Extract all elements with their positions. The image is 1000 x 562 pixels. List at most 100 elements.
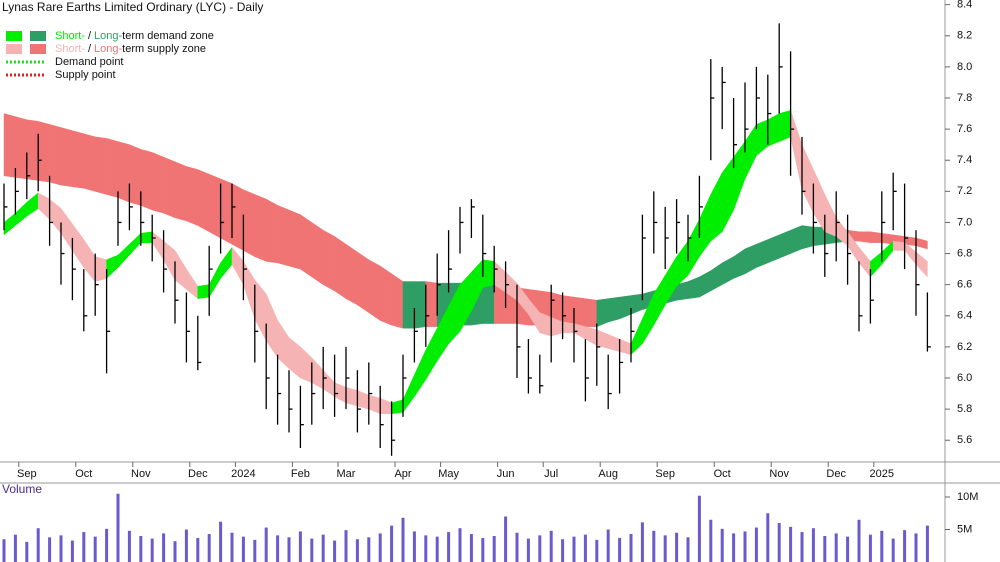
volume-bar	[857, 519, 861, 562]
volume-bar	[732, 533, 736, 562]
zone-segment	[300, 214, 313, 278]
y-tick-label: 7.2	[957, 185, 972, 197]
volume-bar	[526, 538, 530, 562]
volume-bar	[378, 533, 382, 562]
y-tick-label: 6.6	[957, 279, 972, 291]
zone-segment	[585, 298, 598, 327]
volume-bar	[412, 531, 416, 562]
legend-label: Short- / Long-term demand zone	[55, 30, 214, 42]
zone-segment	[870, 231, 883, 243]
x-tick-label: Apr	[394, 468, 411, 480]
zone-segment	[208, 173, 221, 239]
volume-bar	[196, 537, 200, 562]
x-tick-label: Oct	[714, 468, 731, 480]
volume-bar	[82, 532, 86, 562]
volume-bars	[2, 493, 929, 562]
volume-bar	[925, 525, 929, 562]
volume-bar	[230, 532, 234, 562]
volume-bar	[116, 493, 120, 562]
volume-bar	[652, 530, 656, 562]
legend-swatch	[30, 44, 46, 54]
volume-bar	[48, 537, 52, 562]
zone-segment	[265, 198, 278, 264]
zone-segment	[414, 281, 427, 329]
volume-bar	[754, 527, 758, 562]
x-tick-label: Aug	[598, 468, 618, 480]
legend-text: term supply zone	[122, 43, 206, 55]
zone-segment	[368, 259, 381, 321]
volume-bar	[355, 539, 359, 562]
zone-segment	[790, 225, 803, 254]
volume-bar	[447, 532, 451, 562]
volume-bar	[868, 534, 872, 562]
zone-segment	[756, 239, 769, 268]
y-tick-label: 5M	[957, 523, 972, 535]
volume-bar	[276, 535, 280, 562]
volume-bar	[811, 528, 815, 562]
volume-bar	[834, 533, 838, 562]
chart-title: Lynas Rare Earths Limited Ordinary (LYC)…	[2, 0, 263, 14]
zone-segment	[26, 119, 39, 181]
volume-bar	[36, 528, 40, 562]
legend-long: Long-	[94, 30, 122, 42]
volume-bar	[253, 539, 257, 562]
volume-bar	[709, 519, 713, 562]
x-tick-label: Sep	[655, 468, 675, 480]
volume-bar	[184, 529, 188, 562]
volume-bar	[70, 540, 74, 562]
volume-bar	[241, 536, 245, 562]
volume-bar	[549, 530, 553, 562]
x-tick-label: 2024	[231, 468, 255, 480]
volume-bar	[344, 530, 348, 562]
volume-bar	[640, 522, 644, 562]
volume-bar	[321, 534, 325, 562]
volume-bar	[561, 539, 565, 562]
volume-bar	[287, 537, 291, 562]
volume-bar	[2, 539, 6, 562]
volume-bar	[25, 541, 29, 562]
x-tick-label: Sep	[17, 468, 37, 480]
volume-bar	[264, 527, 268, 562]
zone-segment	[345, 243, 358, 306]
volume-bar	[629, 534, 633, 562]
zone-segment	[49, 124, 62, 186]
zone-segment	[596, 298, 609, 328]
zone-segment	[83, 133, 96, 192]
axes: 5.6 5.8 6.0 6.2 6.4 6.6 6.8 7.0 7.2 7.4 7.6 7.8 8.0 8…	[17, 0, 978, 535]
zone-segment	[892, 240, 905, 251]
zone-segment	[482, 284, 495, 324]
volume-bar	[93, 536, 97, 562]
y-tick-label: 7.8	[957, 92, 972, 104]
zone-segment	[277, 204, 290, 267]
volume-bar	[469, 534, 473, 562]
volume-bar	[789, 526, 793, 562]
zone-segment	[357, 251, 370, 314]
legend-label: Supply point	[55, 69, 116, 81]
volume-bar	[846, 536, 850, 562]
y-tick-label: 6.0	[957, 372, 972, 384]
zone-segment	[163, 156, 176, 219]
zone-segment	[220, 178, 233, 245]
legend-short: Short-	[55, 43, 85, 55]
volume-bar	[139, 536, 143, 562]
zone-segment	[425, 281, 438, 327]
zone-segment	[37, 121, 50, 183]
legend-swatch	[30, 31, 46, 41]
zone-segment	[345, 387, 358, 407]
legend-separator: /	[88, 30, 92, 42]
volume-bar	[538, 535, 542, 562]
x-tick-label: Oct	[75, 468, 92, 480]
zone-segment	[129, 144, 142, 206]
zone-segment	[231, 183, 244, 251]
volume-bar	[880, 530, 884, 562]
y-tick-label: 10M	[957, 491, 978, 503]
volume-bar	[105, 528, 109, 562]
zone-segment	[94, 136, 107, 195]
x-tick-label: May	[438, 468, 459, 480]
zone-segment	[379, 265, 392, 326]
volume-bar	[720, 528, 724, 562]
volume-bar	[800, 532, 804, 562]
zone-segment	[243, 189, 256, 258]
